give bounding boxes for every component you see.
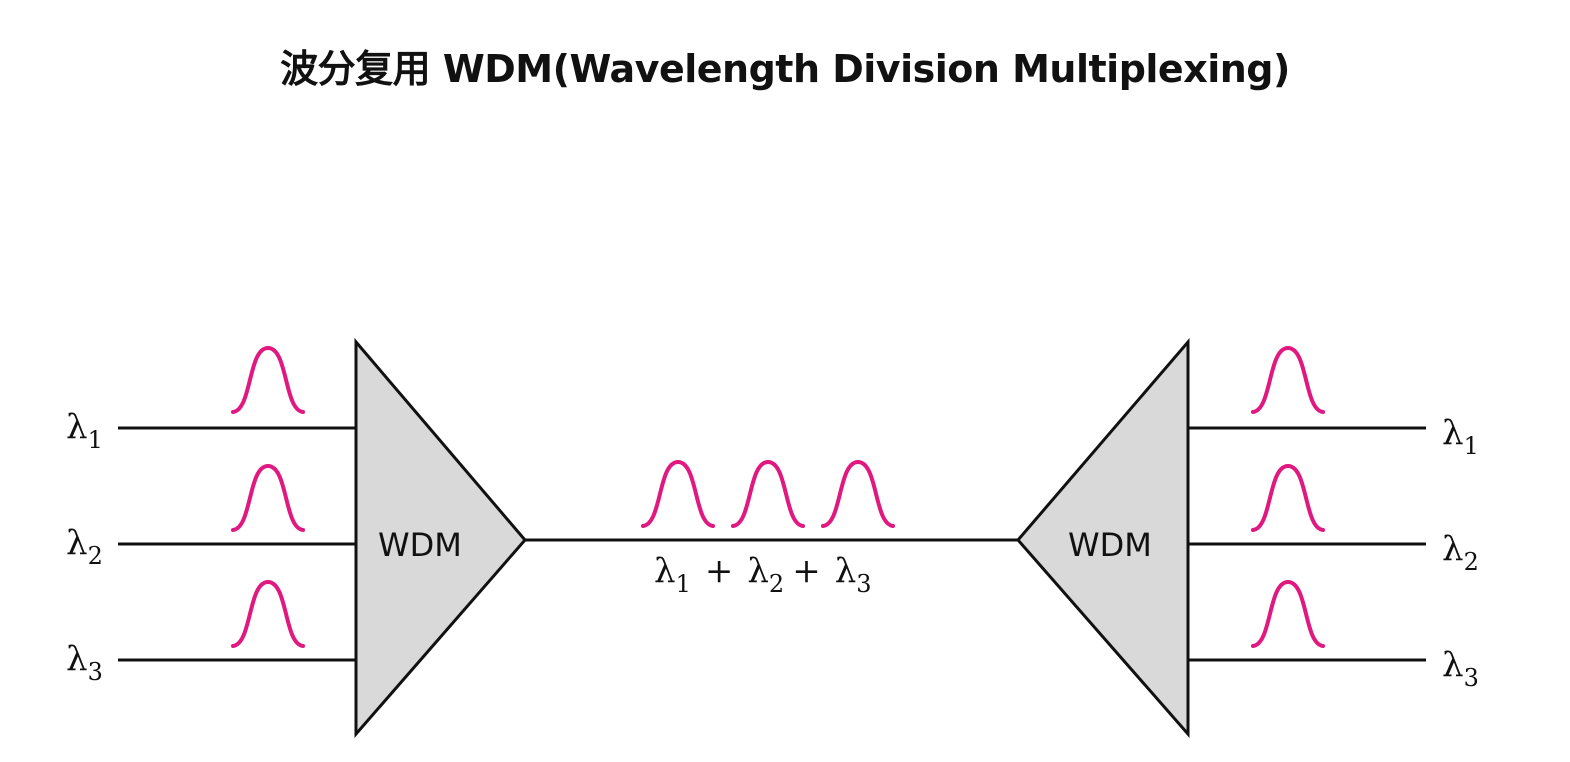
input-label-1: λ1 bbox=[66, 407, 103, 454]
input-pulse-2 bbox=[231, 463, 305, 532]
trunk-pulse-1 bbox=[641, 459, 715, 528]
trunk-pulse-2 bbox=[731, 459, 805, 528]
output-pulse-2 bbox=[1251, 463, 1325, 532]
output-label-1: λ1 bbox=[1442, 413, 1479, 460]
wdm-demultiplexer bbox=[1016, 337, 1190, 738]
demultiplexer-label: WDM bbox=[1068, 526, 1152, 564]
input-label-3: λ3 bbox=[66, 639, 103, 686]
wdm-multiplexer bbox=[354, 337, 527, 739]
combined-signal-label: λ1 + λ2 + λ3 bbox=[654, 551, 872, 598]
output-label-3: λ3 bbox=[1442, 645, 1479, 692]
input-pulse-3 bbox=[231, 579, 305, 648]
trunk-pulse-3 bbox=[821, 459, 895, 528]
multiplexer-label: WDM bbox=[378, 526, 462, 564]
input-label-2: λ2 bbox=[66, 523, 103, 570]
page-title: 波分复用 WDM(Wavelength Division Multiplexin… bbox=[280, 47, 1290, 91]
input-pulse-1 bbox=[231, 345, 305, 414]
output-pulse-1 bbox=[1251, 345, 1325, 414]
output-pulse-3 bbox=[1251, 579, 1325, 648]
output-label-2: λ2 bbox=[1442, 529, 1479, 576]
